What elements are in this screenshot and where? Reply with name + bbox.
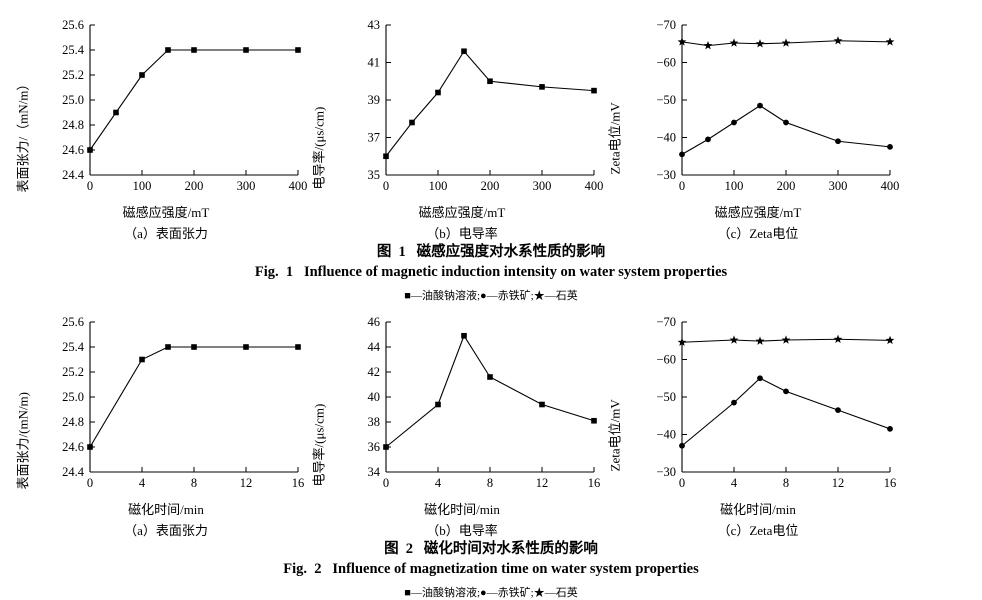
svg-text:0: 0: [679, 476, 685, 490]
svg-text:24.4: 24.4: [62, 168, 85, 182]
svg-text:0: 0: [383, 476, 389, 490]
svg-text:4: 4: [435, 476, 442, 490]
svg-text:400: 400: [881, 179, 900, 193]
svg-text:−40: −40: [656, 428, 676, 442]
svg-text:46: 46: [368, 315, 381, 329]
svg-text:12: 12: [536, 476, 549, 490]
svg-text:−70: −70: [656, 18, 676, 32]
svg-text:36: 36: [368, 440, 381, 454]
svg-text:−30: −30: [656, 168, 676, 182]
svg-text:300: 300: [533, 179, 552, 193]
svg-text:300: 300: [829, 179, 848, 193]
svg-text:−50: −50: [656, 390, 676, 404]
svg-text:12: 12: [832, 476, 845, 490]
svg-text:16: 16: [884, 476, 897, 490]
svg-text:37: 37: [368, 131, 381, 145]
svg-text:25.0: 25.0: [62, 93, 84, 107]
svg-text:−40: −40: [656, 131, 676, 145]
svg-text:4: 4: [139, 476, 146, 490]
svg-text:0: 0: [383, 179, 389, 193]
svg-text:25.4: 25.4: [62, 340, 85, 354]
svg-text:8: 8: [783, 476, 789, 490]
svg-text:25.2: 25.2: [62, 68, 84, 82]
svg-text:200: 200: [481, 179, 500, 193]
svg-text:25.0: 25.0: [62, 390, 84, 404]
svg-text:24.8: 24.8: [62, 415, 84, 429]
svg-text:38: 38: [368, 415, 381, 429]
svg-text:39: 39: [368, 93, 381, 107]
svg-text:16: 16: [292, 476, 305, 490]
svg-text:41: 41: [368, 56, 381, 70]
svg-text:24.4: 24.4: [62, 465, 85, 479]
svg-text:8: 8: [191, 476, 197, 490]
svg-text:−60: −60: [656, 56, 676, 70]
svg-text:200: 200: [185, 179, 204, 193]
svg-text:−50: −50: [656, 93, 676, 107]
svg-text:−70: −70: [656, 315, 676, 329]
svg-text:16: 16: [588, 476, 601, 490]
svg-text:35: 35: [368, 168, 381, 182]
svg-text:100: 100: [133, 179, 152, 193]
svg-text:−30: −30: [656, 465, 676, 479]
svg-text:400: 400: [289, 179, 308, 193]
svg-text:25.6: 25.6: [62, 315, 84, 329]
svg-text:200: 200: [777, 179, 796, 193]
svg-text:44: 44: [368, 340, 381, 354]
svg-text:12: 12: [240, 476, 253, 490]
svg-text:300: 300: [237, 179, 256, 193]
svg-text:24.6: 24.6: [62, 143, 84, 157]
svg-text:−60: −60: [656, 353, 676, 367]
svg-text:400: 400: [585, 179, 604, 193]
svg-text:24.6: 24.6: [62, 440, 84, 454]
svg-text:100: 100: [725, 179, 744, 193]
svg-text:100: 100: [429, 179, 448, 193]
svg-text:4: 4: [731, 476, 738, 490]
svg-text:42: 42: [368, 365, 381, 379]
svg-text:34: 34: [368, 465, 381, 479]
svg-text:40: 40: [368, 390, 381, 404]
svg-text:25.4: 25.4: [62, 43, 85, 57]
svg-text:8: 8: [487, 476, 493, 490]
svg-text:25.2: 25.2: [62, 365, 84, 379]
svg-text:0: 0: [87, 179, 93, 193]
svg-text:43: 43: [368, 18, 381, 32]
svg-text:24.8: 24.8: [62, 118, 84, 132]
svg-text:0: 0: [87, 476, 93, 490]
svg-text:0: 0: [679, 179, 685, 193]
svg-text:25.6: 25.6: [62, 18, 84, 32]
